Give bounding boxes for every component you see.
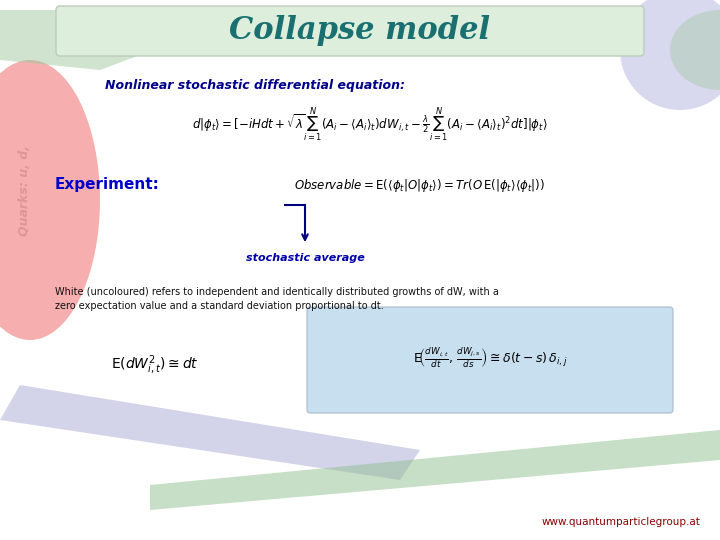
Text: Collapse model: Collapse model: [230, 15, 490, 45]
Text: $\mathit{Observable} = \mathrm{E}(\langle\phi_t|O|\phi_t\rangle) = \mathit{Tr}(O: $\mathit{Observable} = \mathrm{E}(\langl…: [294, 177, 546, 193]
Text: White (uncoloured) refers to independent and identically distributed growths of : White (uncoloured) refers to independent…: [55, 287, 499, 297]
Ellipse shape: [620, 0, 720, 110]
Polygon shape: [0, 385, 420, 480]
Text: $d|\phi_t\rangle = [-iHdt + \sqrt{\lambda}\sum_{i=1}^{N}(A_i - \langle A_i\rangl: $d|\phi_t\rangle = [-iHdt + \sqrt{\lambd…: [192, 106, 548, 144]
Polygon shape: [0, 10, 260, 70]
Text: Experiment:: Experiment:: [55, 178, 160, 192]
Text: Nonlinear stochastic differential equation:: Nonlinear stochastic differential equati…: [105, 78, 405, 91]
Ellipse shape: [670, 10, 720, 90]
Text: Quarks: u, d,: Quarks: u, d,: [18, 145, 31, 235]
Ellipse shape: [0, 60, 100, 340]
Text: $\mathrm{E}(dW_{i,t}^{2}) \cong dt$: $\mathrm{E}(dW_{i,t}^{2}) \cong dt$: [111, 353, 199, 376]
FancyBboxPatch shape: [307, 307, 673, 413]
Text: $\mathrm{E}\!\left(\frac{dW_{i,t}}{dt},\,\frac{dW_{j,s}}{ds}\right) \cong \delta: $\mathrm{E}\!\left(\frac{dW_{i,t}}{dt},\…: [413, 346, 567, 370]
Text: zero expectation value and a standard deviation proportional to dt.: zero expectation value and a standard de…: [55, 301, 384, 311]
Text: stochastic average: stochastic average: [246, 253, 364, 263]
FancyBboxPatch shape: [56, 6, 644, 56]
Text: www.quantumparticlegroup.at: www.quantumparticlegroup.at: [541, 517, 700, 527]
Polygon shape: [150, 430, 720, 510]
